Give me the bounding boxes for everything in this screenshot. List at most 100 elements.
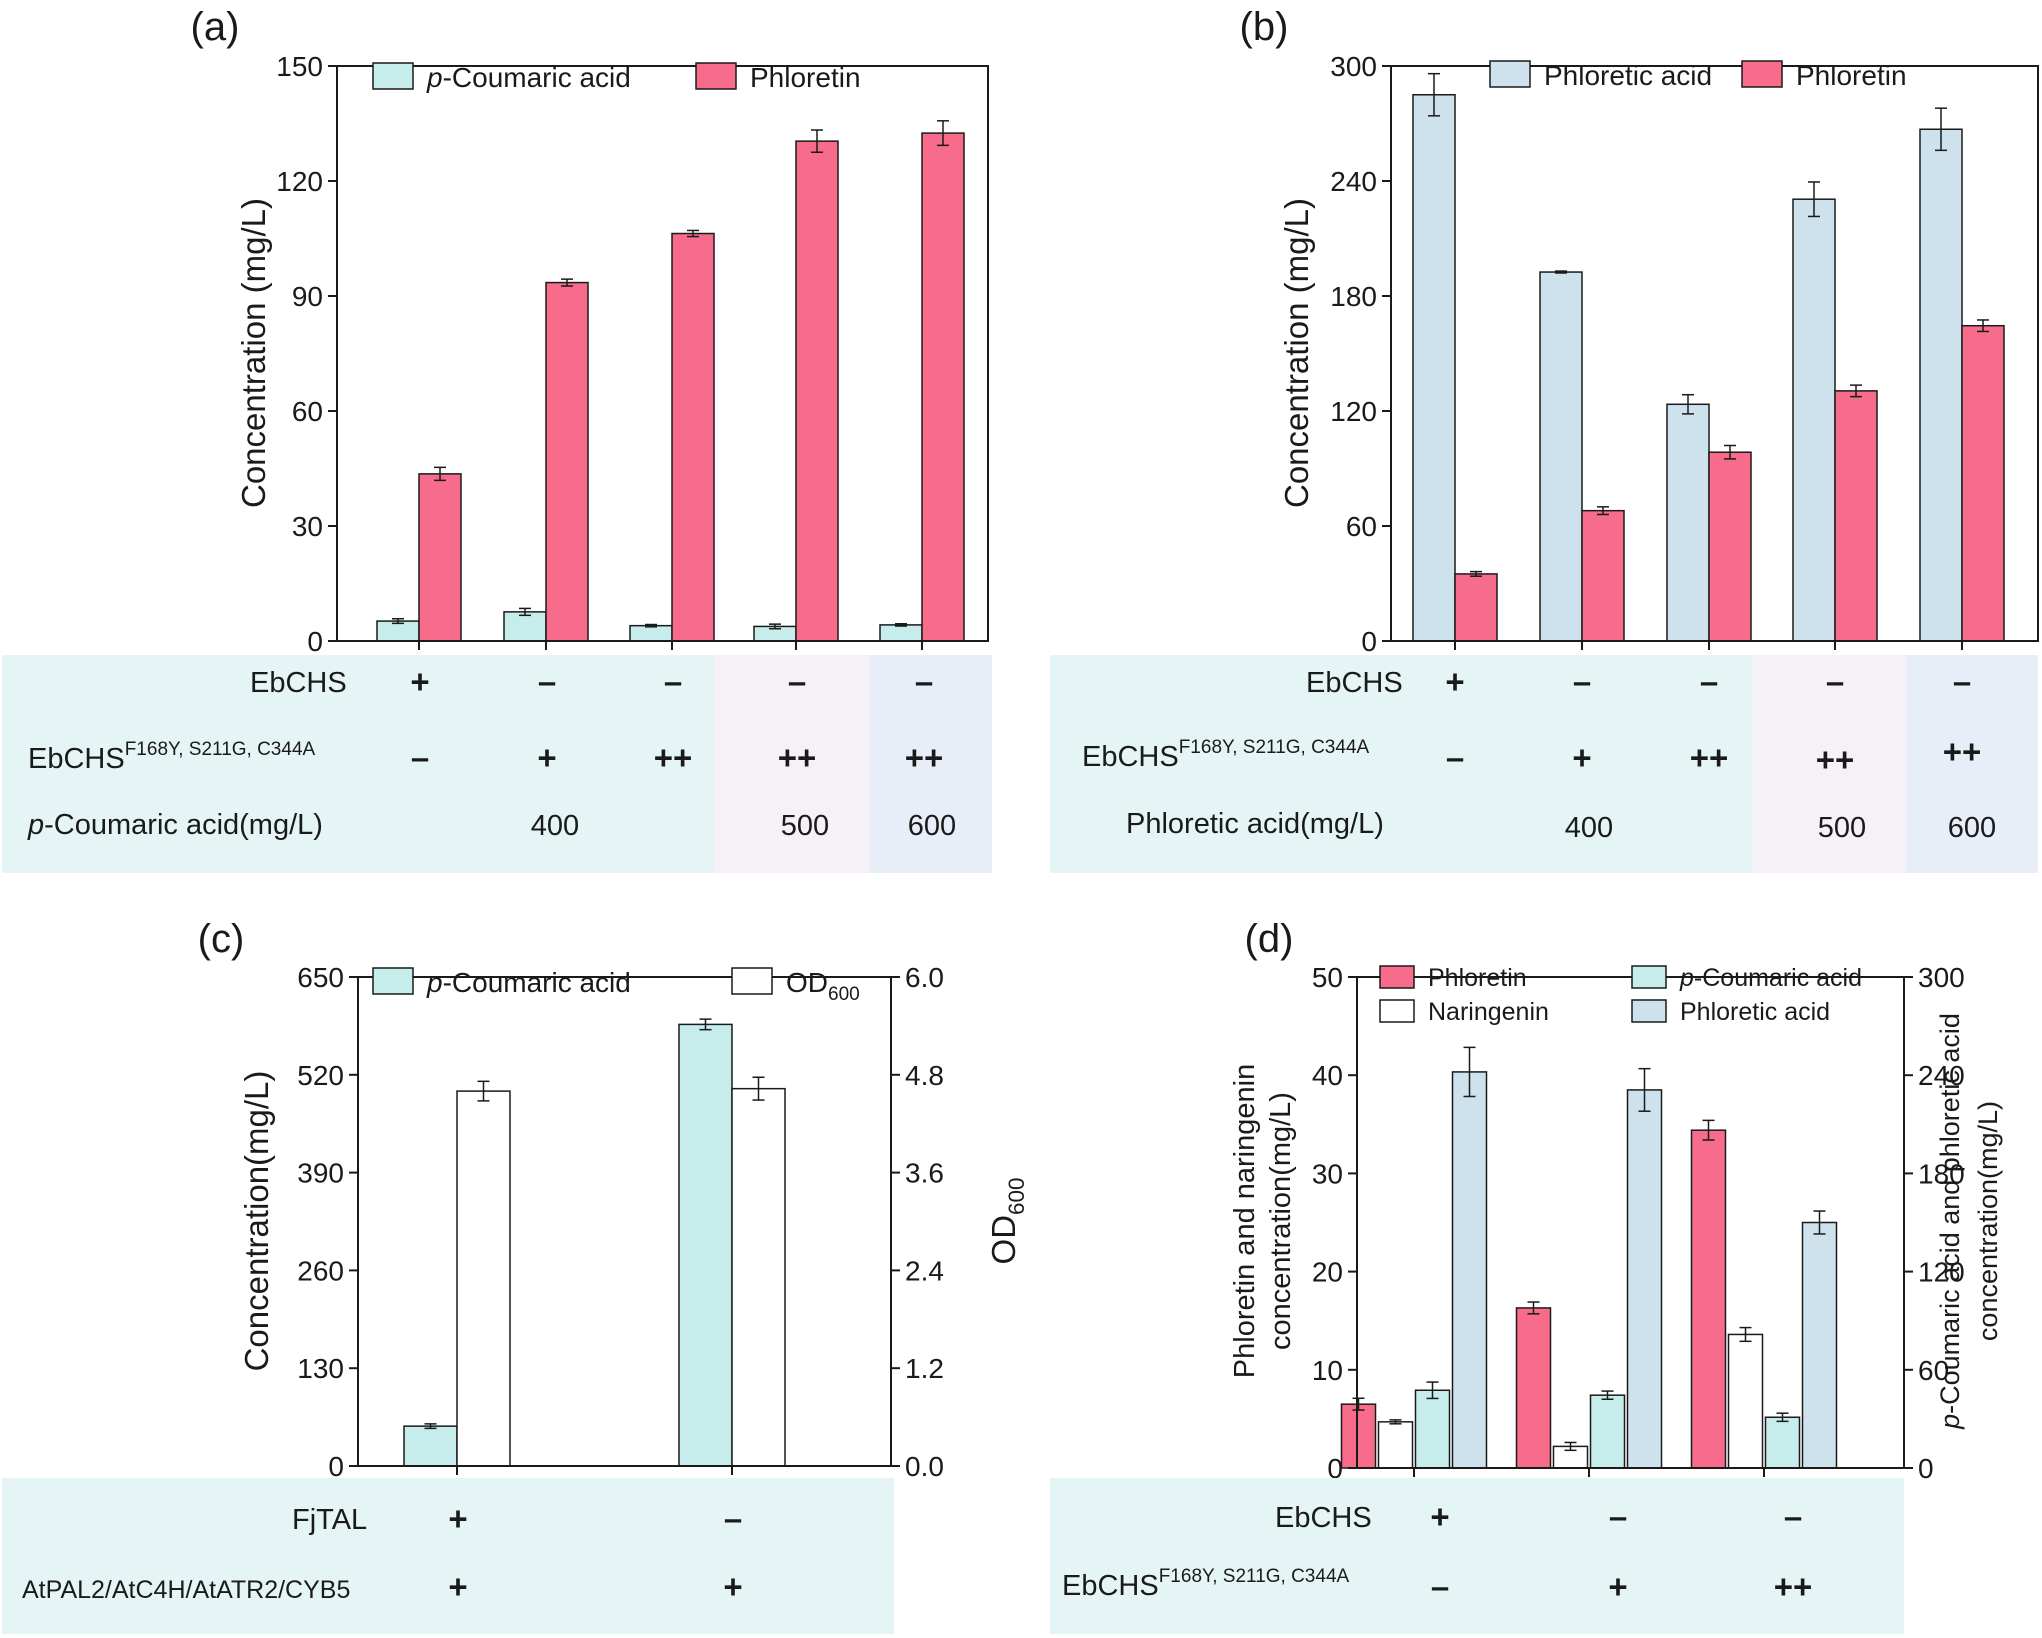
y-tick-label: 120 [276, 166, 323, 197]
condition-mark: ++ [1773, 1568, 1813, 1605]
condition-mark: + [537, 739, 557, 776]
legend-label: Phloretic acid [1544, 60, 1712, 91]
condition-mark: + [1608, 1568, 1628, 1605]
conditions-table-b: EbCHS EbCHSF168Y, S211G, C344A Phloretic… [1050, 655, 2038, 873]
bar [879, 624, 923, 642]
bar [795, 140, 839, 642]
condition-label-ebchs-mutant: EbCHSF168Y, S211G, C344A [28, 739, 315, 776]
y2-tick-label: 0.0 [905, 1451, 944, 1482]
conditions-bg-a-600 [869, 655, 992, 873]
condition-conc-400: 400 [530, 810, 580, 842]
condition-conc-400: 400 [1564, 812, 1614, 844]
y2-tick-label: 240 [1918, 1060, 1965, 1091]
y2-tick-label: 1.2 [905, 1353, 944, 1384]
bar [1764, 1416, 1801, 1469]
legend-label: Phloretin [1796, 60, 1907, 91]
y2-tick-label: 180 [1918, 1158, 1965, 1189]
bar [418, 473, 462, 642]
y-tick-label: 300 [1330, 51, 1377, 82]
legend-label-part: Phloretic acid [1680, 998, 1830, 1026]
plot-frame [336, 65, 989, 642]
legend-swatch [1489, 60, 1531, 88]
bar [1792, 198, 1836, 642]
bar [1414, 1389, 1451, 1469]
condition-label-ebchs: EbCHS [1306, 667, 1403, 699]
y-tick-label: 0 [1361, 626, 1377, 657]
y-axis-label: concentration(mg/L) [1265, 1092, 1297, 1350]
condition-label-pathway: AtPAL2/AtC4H/AtATR2/CYB5 [22, 1576, 351, 1604]
condition-mark: – [723, 1500, 743, 1537]
condition-mark: – [914, 663, 934, 700]
bar [456, 1090, 511, 1467]
panel-c: (c) 0 130 260 390 520 650 0.0 1.2 2.4 3.6 4.8 6.0 Con… [198, 917, 1030, 1482]
y2-tick-label: 120 [1918, 1257, 1965, 1288]
y-axis-label: Concentration(mg/L) [238, 1071, 275, 1372]
y2-axis-label: OD600 [985, 1178, 1029, 1265]
bar [1377, 1421, 1414, 1469]
legend-swatch [731, 967, 773, 995]
condition-label-fjtal: FjTAL [292, 1504, 368, 1536]
panel-label: (a) [191, 5, 240, 49]
legend-label-part: p [426, 62, 443, 93]
condition-mark: – [1952, 663, 1972, 700]
y2-tick-label: 4.8 [905, 1060, 944, 1091]
y2-axis-label-part: -Coumaric acid and phloretic acid [1935, 1013, 1965, 1414]
y-tick-label: 650 [297, 962, 344, 993]
condition-label-substrate-italic: p [28, 809, 45, 841]
bar [671, 232, 715, 642]
legend-label-part: 600 [828, 984, 860, 1005]
legend-label-part: -Coumaric acid [443, 62, 631, 93]
y2-tick-label: 0 [1918, 1453, 1934, 1484]
y-tick-label: 180 [1330, 281, 1377, 312]
y2-axis-label: concentration(mg/L) [1973, 1101, 2003, 1341]
y-tick-label: 520 [297, 1060, 344, 1091]
y-axis-label: Concentration (mg/L) [1278, 198, 1315, 508]
condition-label-substrate-text: -Coumaric acid(mg/L) [44, 809, 323, 841]
y2-axis-label-part: 600 [1004, 1178, 1029, 1215]
y-tick-label: 60 [1346, 511, 1377, 542]
bar [1589, 1394, 1626, 1469]
condition-mark: + [1430, 1498, 1450, 1535]
plot-frame [1356, 976, 1905, 1469]
legend-label-part: Naringenin [1428, 998, 1549, 1026]
condition-mark: + [1445, 663, 1465, 700]
y-tick-label: 0 [307, 626, 323, 657]
conditions-table-c: FjTAL AtPAL2/AtC4H/AtATR2/CYB5 + – + + [2, 1478, 894, 1634]
condition-mark: + [448, 1500, 468, 1537]
condition-mark: ++ [1942, 733, 1982, 770]
y2-tick-label: 300 [1918, 962, 1965, 993]
legend-swatch [1631, 965, 1667, 989]
y-tick-label: 50 [1312, 962, 1343, 993]
conditions-bg-a-base [2, 655, 714, 873]
legend-label: OD600 [786, 967, 860, 1005]
bar [1581, 509, 1625, 642]
bar [403, 1425, 458, 1467]
condition-label-ebchs: EbCHS [250, 667, 347, 699]
bar [1626, 1089, 1663, 1469]
y-tick-label: 20 [1312, 1257, 1343, 1288]
panel-label: (c) [198, 917, 245, 961]
condition-mark: – [1572, 663, 1592, 700]
bar [1340, 1403, 1377, 1469]
condition-mark: ++ [1815, 741, 1855, 778]
bar [629, 624, 673, 642]
legend-label-part: p [1679, 964, 1694, 992]
condition-mark: ++ [777, 739, 817, 776]
panel-label: (b) [1240, 5, 1289, 49]
legend-label: p-Coumaric acid [426, 62, 631, 93]
y-tick-label: 120 [1330, 396, 1377, 427]
legend-label-part: -Coumaric acid [1694, 964, 1862, 992]
panel-b: (b) 0 60 120 180 240 300 Concentration (mg/L) Ph… [1240, 5, 2039, 657]
y-tick-label: 40 [1312, 1060, 1343, 1091]
condition-label-ebchs-mutant-sup: F168Y, S211G, C344A [1178, 737, 1370, 758]
conditions-bg-a-500 [714, 655, 869, 873]
bar [1801, 1221, 1838, 1469]
conditions-table-a: EbCHS EbCHSF168Y, S211G, C344A p-Coumari… [2, 655, 992, 873]
y2-axis-label-part: p [1935, 1414, 1965, 1430]
condition-mark: – [1825, 663, 1845, 700]
y-tick-label: 60 [292, 396, 323, 427]
legend-label-part: Phloretin [1428, 964, 1527, 992]
bar [921, 132, 965, 642]
bar [731, 1087, 786, 1467]
